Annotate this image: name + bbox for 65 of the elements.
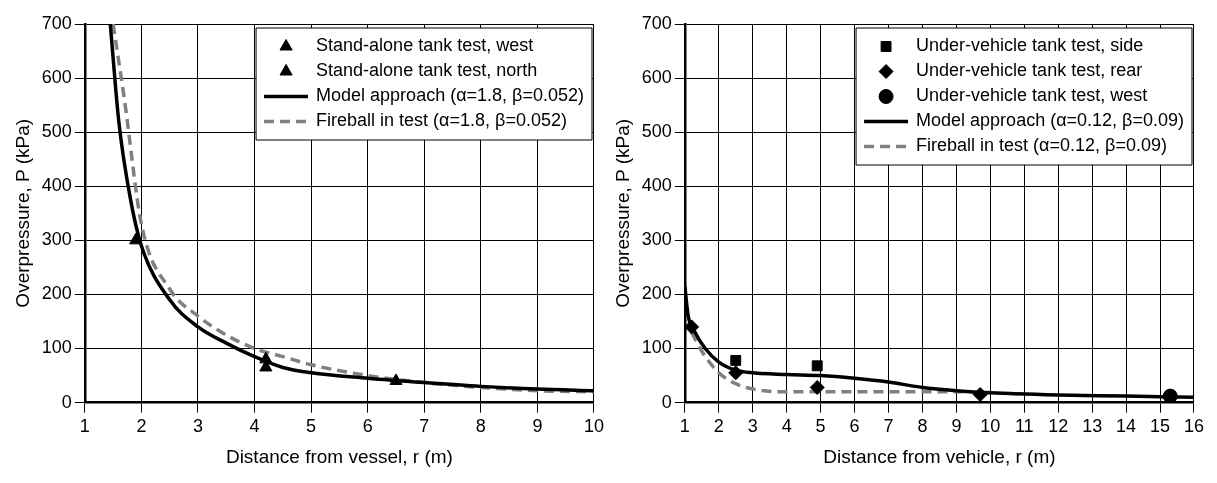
- legend-label: Stand-alone tank test, west: [316, 35, 534, 56]
- x-tick-label: 9: [532, 416, 543, 437]
- x-tick-label: 15: [1150, 416, 1171, 437]
- x-tick-label: 4: [781, 416, 792, 437]
- y-tick-label: 0: [61, 391, 72, 412]
- x-tick-label: 3: [192, 416, 203, 437]
- x-tick-label: 16: [1183, 416, 1204, 437]
- y-axis-title: Overpressure, P (kPa): [611, 118, 633, 308]
- x-tick-label: 5: [306, 416, 317, 437]
- point: [389, 373, 403, 385]
- y-tick-label: 100: [41, 337, 72, 358]
- y-tick-label: 700: [641, 12, 672, 33]
- y-tick-label: 300: [41, 229, 72, 250]
- legend-label: Model approach (α=0.12, β=0.09): [916, 110, 1184, 131]
- x-tick-label: 7: [883, 416, 894, 437]
- x-tick-label: 1: [79, 416, 90, 437]
- y-tick-label: 300: [641, 229, 672, 250]
- point: [972, 386, 988, 402]
- point: [1162, 388, 1178, 403]
- x-axis-title: Distance from vessel, r (m): [225, 445, 453, 467]
- y-tick-label: 600: [41, 67, 72, 88]
- y-tick-label: 500: [41, 121, 72, 142]
- point: [811, 360, 823, 372]
- x-tick-label: 2: [136, 416, 147, 437]
- x-tick-label: 6: [849, 416, 860, 437]
- point: [809, 379, 825, 395]
- point: [129, 232, 143, 245]
- x-tick-label: 13: [1082, 416, 1103, 437]
- y-tick-label: 600: [641, 67, 672, 88]
- legend-label: Fireball in test (α=1.8, β=0.052): [316, 110, 567, 131]
- legend-label: Under-vehicle tank test, west: [916, 85, 1148, 106]
- x-tick-label: 4: [249, 416, 260, 437]
- x-tick-label: 8: [475, 416, 486, 437]
- legend-label: Model approach (α=1.8, β=0.052): [316, 85, 584, 106]
- x-tick-label: 5: [815, 416, 826, 437]
- legend-label: Under-vehicle tank test, side: [916, 35, 1144, 56]
- point: [730, 354, 742, 366]
- x-tick-label: 6: [362, 416, 373, 437]
- x-tick-label: 2: [713, 416, 724, 437]
- x-tick-label: 11: [1014, 416, 1034, 437]
- x-tick-label: 3: [747, 416, 758, 437]
- legend-label: Fireball in test (α=0.12, β=0.09): [916, 135, 1167, 156]
- x-tick-label: 8: [917, 416, 928, 437]
- y-tick-label: 500: [641, 121, 672, 142]
- x-tick-label: 1: [679, 416, 690, 437]
- x-tick-label: 9: [951, 416, 962, 437]
- y-tick-label: 200: [41, 283, 72, 304]
- legend-label: Stand-alone tank test, north: [316, 60, 538, 81]
- y-tick-label: 400: [41, 175, 72, 196]
- x-tick-label: 12: [1048, 416, 1069, 437]
- legend-label: Under-vehicle tank test, rear: [916, 60, 1143, 81]
- x-tick-label: 10: [583, 416, 604, 437]
- y-axis-title: Overpressure, P (kPa): [11, 118, 33, 308]
- x-tick-label: 14: [1116, 416, 1137, 437]
- x-axis-title: Distance from vehicle, r (m): [823, 445, 1056, 467]
- point: [684, 319, 700, 335]
- y-tick-label: 100: [641, 337, 672, 358]
- y-tick-label: 700: [41, 12, 72, 33]
- x-tick-label: 7: [419, 416, 430, 437]
- y-tick-label: 200: [641, 283, 672, 304]
- y-tick-label: 0: [661, 391, 672, 412]
- point: [259, 351, 273, 364]
- x-tick-label: 10: [980, 416, 1001, 437]
- point: [728, 365, 744, 381]
- y-tick-label: 400: [641, 175, 672, 196]
